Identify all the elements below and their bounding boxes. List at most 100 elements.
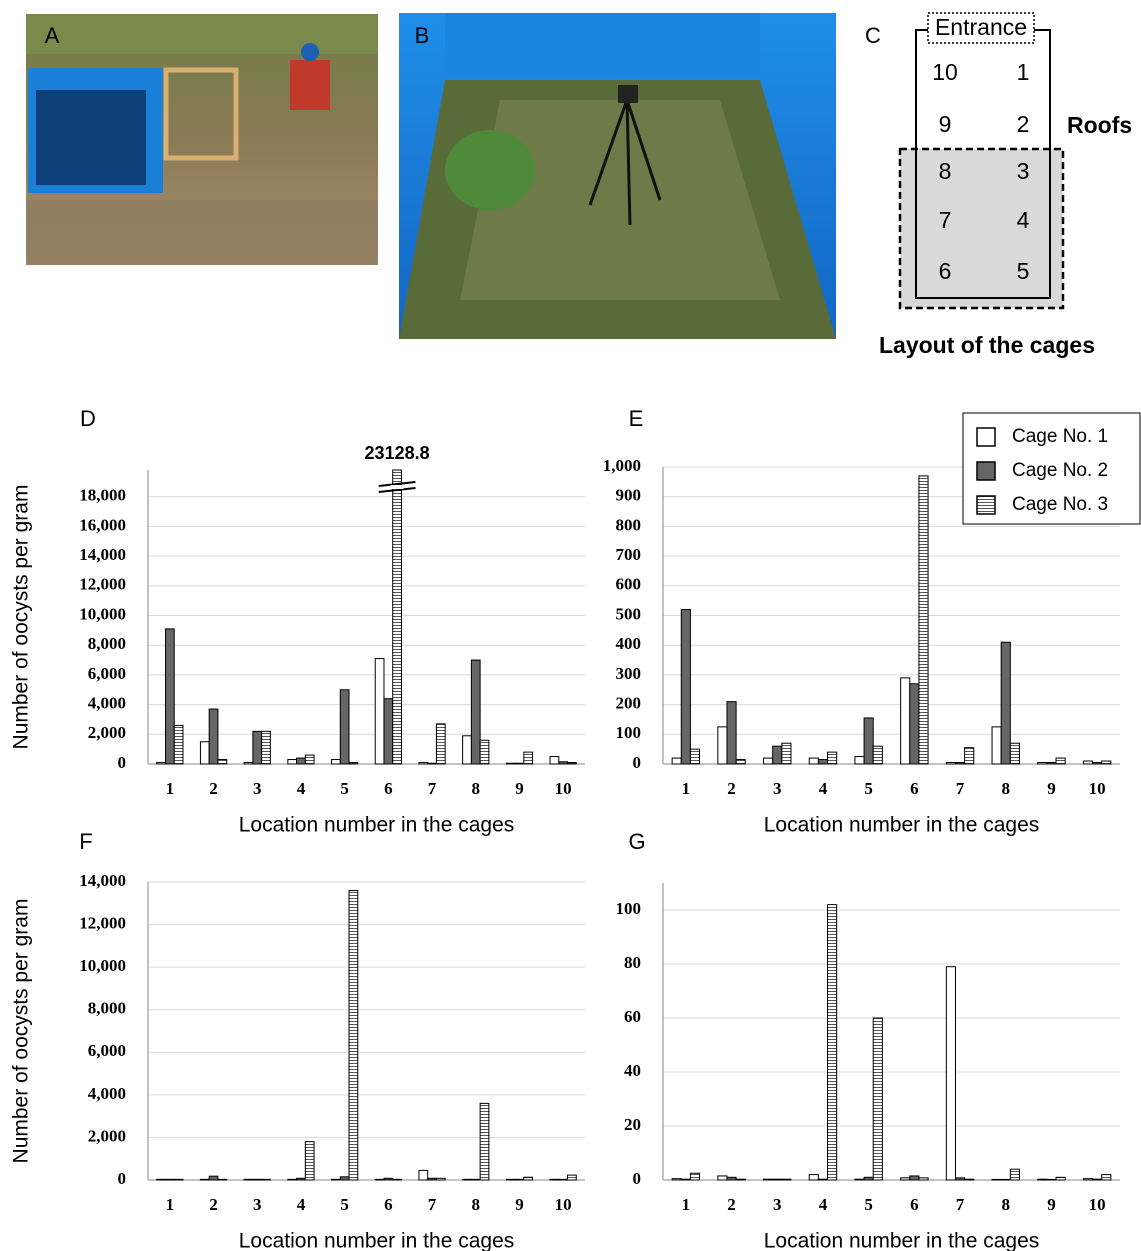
bar xyxy=(808,757,819,765)
bar xyxy=(418,1169,429,1181)
y-tick-label: 0 xyxy=(118,753,127,772)
y-tick-label: 8,000 xyxy=(88,999,126,1018)
bar xyxy=(427,1177,437,1181)
bar xyxy=(781,1178,792,1181)
y-tick-label: 700 xyxy=(616,545,642,564)
bar xyxy=(470,659,481,765)
x-axis-title: Location number in the cages xyxy=(239,1230,515,1251)
x-tick-label: 6 xyxy=(910,1195,919,1214)
y-tick-label: 12,000 xyxy=(79,913,126,932)
bar xyxy=(287,759,298,765)
bar xyxy=(900,677,911,765)
bar xyxy=(717,1175,728,1181)
bar xyxy=(909,1175,920,1181)
panel-label: F xyxy=(79,829,92,854)
bar xyxy=(383,1177,394,1181)
bar xyxy=(964,747,975,765)
bar xyxy=(435,723,446,765)
panel-label: B xyxy=(415,23,430,48)
bar xyxy=(1101,1174,1112,1181)
bar xyxy=(296,1177,306,1181)
y-tick-label: 100 xyxy=(616,723,642,742)
bar xyxy=(1101,760,1112,765)
bar xyxy=(918,1177,929,1181)
bar xyxy=(523,1176,534,1181)
bar xyxy=(199,1178,210,1181)
y-tick-label: 10,000 xyxy=(79,604,126,623)
cell-number: 6 xyxy=(939,258,952,284)
y-tick-label: 500 xyxy=(616,604,642,623)
bar xyxy=(348,890,359,1181)
bar xyxy=(208,1175,219,1181)
bar xyxy=(462,1178,472,1181)
x-axis-title: Location number in the cages xyxy=(764,814,1040,837)
bar xyxy=(383,698,394,765)
y-tick-label: 1,000 xyxy=(603,456,641,475)
bar xyxy=(173,1178,184,1181)
bar xyxy=(945,966,956,1181)
bar xyxy=(817,1178,829,1181)
bar xyxy=(863,1176,874,1181)
bar xyxy=(717,726,728,765)
bar xyxy=(1082,1178,1094,1181)
bar xyxy=(689,1172,701,1181)
bar xyxy=(164,628,175,765)
axis-break xyxy=(378,487,416,493)
y-tick-label: 14,000 xyxy=(79,545,126,564)
bar xyxy=(252,730,263,765)
legend-label: Cage No. 1 xyxy=(1012,426,1108,447)
bar xyxy=(827,904,838,1181)
cell-number: 5 xyxy=(1017,258,1030,284)
bar xyxy=(514,1178,525,1181)
x-tick-label: 9 xyxy=(515,1195,524,1214)
bar xyxy=(252,1178,263,1181)
y-axis-title: Number of oocysts per gram xyxy=(10,485,33,750)
bar xyxy=(954,762,966,765)
y-tick-label: 16,000 xyxy=(79,515,126,534)
bar xyxy=(164,1178,175,1181)
bar xyxy=(918,475,929,765)
y-tick-label: 4,000 xyxy=(88,1084,126,1103)
x-tick-label: 3 xyxy=(253,779,262,798)
bar xyxy=(1009,1168,1020,1181)
bar xyxy=(964,1178,975,1181)
y-tick-label: 4,000 xyxy=(88,694,126,713)
cell-number: 2 xyxy=(1017,111,1030,137)
x-tick-label: 9 xyxy=(515,779,524,798)
y-tick-label: 0 xyxy=(633,1169,642,1188)
bar xyxy=(1046,1178,1057,1181)
bar xyxy=(680,609,691,765)
cell-number: 4 xyxy=(1017,207,1030,233)
bar xyxy=(863,717,874,765)
x-tick-label: 1 xyxy=(682,1195,691,1214)
x-tick-label: 5 xyxy=(864,1195,873,1214)
bar xyxy=(854,756,865,765)
bar xyxy=(567,762,577,765)
entrance-box xyxy=(927,12,1035,44)
x-tick-label: 8 xyxy=(1002,779,1011,798)
x-tick-label: 3 xyxy=(253,1195,262,1214)
bar xyxy=(435,1177,446,1181)
bar xyxy=(217,759,228,765)
bar xyxy=(991,726,1002,765)
bar xyxy=(462,735,472,765)
y-tick-label: 300 xyxy=(616,664,642,683)
photo-b xyxy=(399,13,836,339)
x-tick-label: 4 xyxy=(297,1195,306,1214)
panel-label: G xyxy=(628,829,645,854)
y-tick-label: 6,000 xyxy=(88,664,126,683)
y-tick-label: 6,000 xyxy=(88,1041,126,1060)
bar xyxy=(479,1102,490,1181)
x-tick-label: 8 xyxy=(472,779,481,798)
bar xyxy=(470,1178,481,1181)
legend-swatch xyxy=(976,427,996,447)
entrance-label: Entrance xyxy=(935,14,1027,40)
bar xyxy=(1037,1178,1048,1181)
bar xyxy=(1037,762,1048,765)
bar xyxy=(945,762,956,765)
x-tick-label: 7 xyxy=(956,1195,965,1214)
bar xyxy=(304,754,315,765)
bar xyxy=(339,1176,350,1181)
x-tick-label: 6 xyxy=(384,779,393,798)
bar xyxy=(909,683,920,765)
